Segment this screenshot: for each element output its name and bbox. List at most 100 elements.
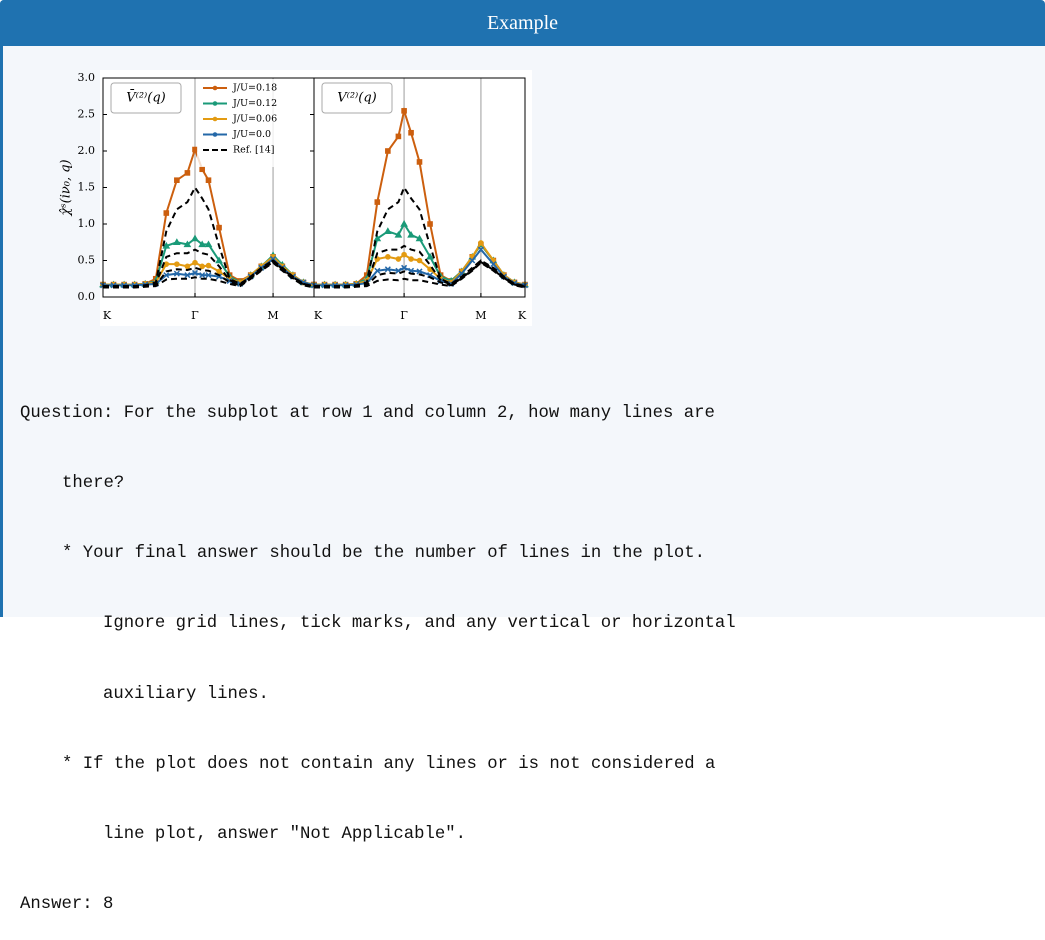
marker — [204, 240, 213, 248]
marker — [385, 254, 391, 260]
marker — [415, 234, 424, 242]
marker — [174, 177, 180, 183]
marker — [199, 166, 205, 173]
x-tick-label: Γ — [400, 309, 408, 322]
page: Example K Γ M 0.0 0.5 1.0 1.5 2.0 2.5 3.0 V̄⁽²⁾(q)… — [0, 0, 1045, 914]
marker — [395, 256, 402, 262]
panel-title: V⁽²⁾(q) — [337, 91, 376, 106]
text-line: there? — [62, 474, 125, 494]
reference-line — [103, 248, 315, 288]
marker — [162, 241, 171, 249]
y-tick-label: 2.5 — [78, 108, 96, 121]
y-tick-label: 1.5 — [78, 181, 96, 194]
y-axis-label: χ̂ˢ(iν₀, q) — [59, 159, 74, 216]
x-tick-label: M — [267, 309, 278, 322]
legend-label: J/U=0.0 — [232, 129, 271, 140]
figure: K Γ M 0.0 0.5 1.0 1.5 2.0 2.5 3.0 V̄⁽²⁾(q) χ̂ˢ(iν₀,… — [59, 71, 529, 322]
legend-marker — [212, 101, 218, 106]
x-tick-label: K — [103, 309, 112, 322]
y-tick-label: 1.0 — [78, 217, 96, 230]
text-line: auxiliary lines. — [103, 684, 269, 704]
marker — [490, 261, 497, 268]
marker — [173, 270, 180, 277]
text-line: Ignore grid lines, tick marks, and any v… — [103, 614, 736, 634]
reference-line — [314, 261, 526, 289]
marker — [174, 261, 180, 267]
marker — [401, 264, 408, 271]
marker — [192, 146, 198, 153]
marker — [426, 252, 434, 260]
marker — [416, 159, 423, 165]
legend-label: J/U=0.06 — [232, 114, 277, 125]
reference-line — [103, 260, 315, 288]
y-tick-label: 0.5 — [78, 254, 96, 267]
marker — [385, 148, 391, 154]
legend-label: J/U=0.12 — [232, 98, 277, 109]
reference-line — [314, 244, 526, 288]
y-tick-label: 0.0 — [78, 290, 96, 303]
title-box — [321, 82, 393, 114]
marker — [199, 263, 205, 270]
marker — [384, 266, 391, 273]
text-line: Answer: 8 — [20, 895, 114, 915]
series-line — [314, 222, 526, 286]
text-line: * Your final answer should be the number… — [62, 544, 705, 564]
marker — [416, 268, 423, 275]
x-tick-label: K — [314, 309, 323, 322]
series-line — [314, 248, 526, 287]
marker — [199, 272, 206, 279]
legend-label: Ref. [14] — [233, 145, 275, 156]
y-tick-label: 2.0 — [78, 144, 96, 157]
marker — [427, 272, 434, 279]
text-line: line plot, answer "Not Applicable". — [103, 825, 466, 845]
marker — [478, 240, 484, 246]
reference-line — [103, 261, 315, 289]
marker — [394, 230, 403, 238]
reference-line — [103, 185, 315, 288]
marker — [184, 170, 191, 176]
marker — [469, 257, 476, 264]
marker — [198, 240, 207, 248]
marker — [374, 199, 381, 205]
marker — [408, 256, 414, 262]
marker — [184, 263, 191, 270]
marker — [205, 272, 212, 279]
legend-marker — [212, 132, 218, 137]
title-box — [110, 82, 182, 114]
marker — [184, 272, 191, 279]
x-tick-label: M — [475, 309, 486, 322]
marker — [163, 272, 170, 279]
text-line: * If the plot does not contain any lines… — [62, 754, 716, 774]
marker — [401, 108, 407, 114]
marker — [215, 256, 223, 264]
marker — [172, 238, 181, 245]
marker — [163, 261, 170, 267]
text-line: Question: For the subplot at row 1 and c… — [20, 403, 715, 423]
marker — [395, 133, 402, 140]
marker — [416, 257, 423, 264]
legend-label: J/U=0.18 — [232, 83, 277, 94]
marker — [163, 210, 170, 216]
marker — [192, 259, 198, 266]
marker — [216, 268, 222, 275]
legend-box — [197, 79, 293, 167]
marker — [205, 177, 212, 183]
marker — [373, 234, 382, 242]
question-text: Question: For the subplot at row 1 and c… — [20, 355, 736, 940]
marker — [408, 129, 414, 136]
marker — [477, 246, 484, 253]
legend-marker — [212, 85, 218, 91]
panel-title: V̄⁽²⁾(q) — [126, 89, 165, 105]
marker — [401, 251, 407, 258]
marker — [205, 262, 212, 269]
legend-marker — [212, 116, 218, 122]
y-tick-label: 3.0 — [78, 71, 96, 84]
marker — [226, 277, 233, 284]
header-title: Example — [0, 0, 1045, 46]
marker — [383, 227, 392, 234]
marker — [191, 234, 199, 242]
x-tick-label: Γ — [191, 309, 199, 322]
axes-frame — [313, 77, 526, 298]
marker — [191, 269, 199, 276]
marker — [400, 219, 408, 227]
